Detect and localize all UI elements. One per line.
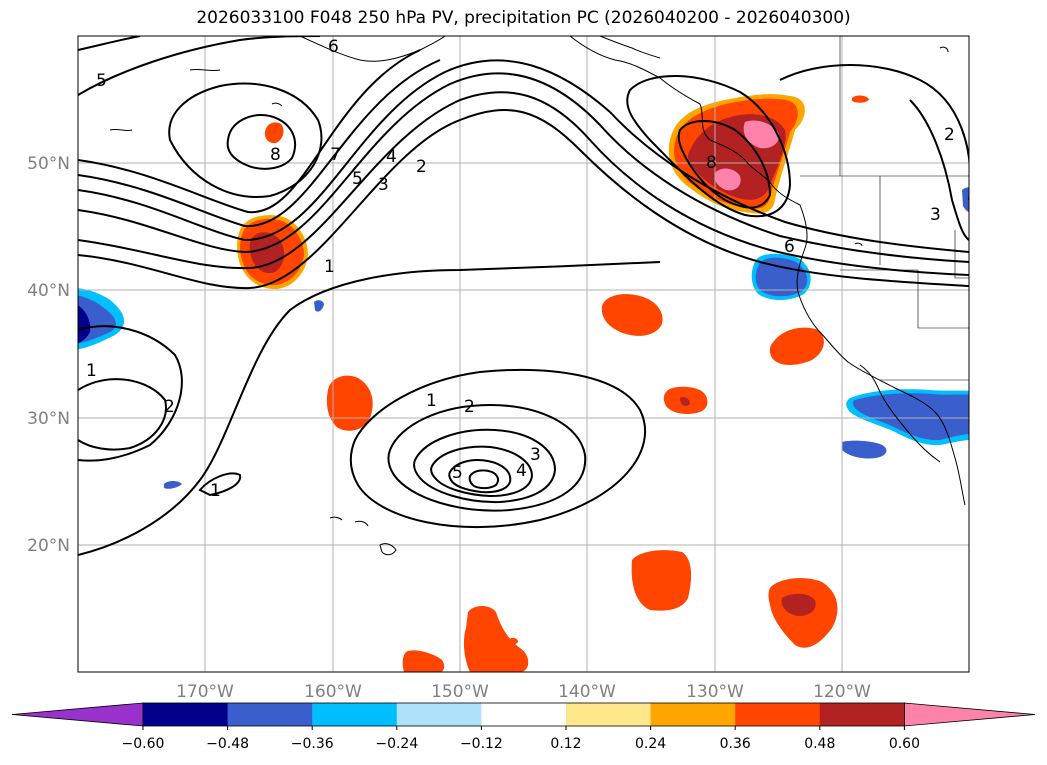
- contour-label: 2: [944, 125, 955, 145]
- contour-label: 1: [86, 361, 97, 381]
- contour-label: 4: [386, 147, 397, 167]
- contour-labels: 6 5 8 7 5 4 3 2 1 8 6 2 3 1 1 2 1 2 3 4 …: [86, 37, 955, 501]
- contour-label: 5: [96, 71, 107, 91]
- colorbar-tick-label: −0.36: [291, 736, 334, 752]
- coastlines: [109, 36, 966, 556]
- contour-label: 1: [426, 391, 437, 411]
- colorbar-tick-label: −0.24: [375, 736, 418, 752]
- contour-label: 1: [210, 481, 221, 501]
- colorbar-tick-label: 0.36: [720, 736, 751, 752]
- longitude-labels: 170°W 160°W 150°W 140°W 130°W 120°W: [176, 682, 871, 702]
- precip-blob-baja: [769, 327, 824, 365]
- lat-label-30n: 30°N: [27, 409, 70, 429]
- colorbar-swatch: [481, 703, 567, 726]
- colorbar-tick-label: −0.12: [460, 736, 503, 752]
- contour-label: 1: [324, 257, 335, 277]
- contour-label: 2: [464, 397, 475, 417]
- lon-label-170w: 170°W: [176, 682, 234, 702]
- colorbar: −0.60 −0.48 −0.36 −0.24 −0.12 0.12 0.24 0.36 0.4…: [11, 702, 1036, 752]
- lon-label-150w: 150°W: [431, 682, 489, 702]
- precip-blob-160w: [326, 375, 373, 431]
- colorbar-swatch: [143, 703, 229, 726]
- political-borders: [800, 36, 969, 381]
- colorbar-swatch: [312, 703, 398, 726]
- contour-label: 8: [270, 145, 281, 165]
- colorbar-swatch: [819, 703, 905, 726]
- map-frame: [77, 35, 970, 673]
- contour-label: 3: [930, 205, 941, 225]
- lat-label-50n: 50°N: [27, 154, 70, 174]
- contour-label: 4: [516, 461, 527, 481]
- colorbar-tick-label: −0.60: [122, 736, 165, 752]
- lat-label-20n: 20°N: [27, 536, 70, 556]
- contour-label: 5: [452, 463, 463, 483]
- contour-label: 2: [416, 157, 427, 177]
- lon-label-120w: 120°W: [813, 682, 871, 702]
- colorbar-swatch: [396, 703, 482, 726]
- colorbar-arrow-left: [11, 702, 144, 727]
- pv-contours: [78, 36, 969, 556]
- colorbar-tick-label: −0.48: [206, 736, 249, 752]
- contour-label: 2: [164, 397, 175, 417]
- contour-label: 3: [378, 175, 389, 195]
- colorbar-swatch: [735, 703, 821, 726]
- contour-label: 8: [706, 153, 717, 173]
- colorbar-tick-label: 0.12: [550, 736, 581, 752]
- contour-label: 7: [330, 145, 341, 165]
- colorbar-frame: [142, 702, 905, 727]
- colorbar-tick-label: 0.60: [889, 736, 920, 752]
- lon-label-160w: 160°W: [304, 682, 362, 702]
- colorbar-swatch: [566, 703, 652, 726]
- colorbar-swatch: [227, 703, 313, 726]
- colorbar-tick-label: 0.48: [804, 736, 835, 752]
- latitude-labels: 50°N 40°N 30°N 20°N: [27, 154, 70, 556]
- colorbar-swatch: [650, 703, 736, 726]
- precip-anomalies: [78, 94, 969, 672]
- contour-label: 5: [352, 169, 363, 189]
- precip-blob-139w: [601, 294, 663, 336]
- lat-label-40n: 40°N: [27, 281, 70, 301]
- map-title: 2026033100 F048 250 hPa PV, precipitatio…: [196, 8, 851, 28]
- contour-label: 6: [328, 37, 339, 57]
- colorbar-arrow-right: [904, 702, 1036, 727]
- colorbar-tick-label: 0.24: [635, 736, 666, 752]
- contour-label: 3: [530, 445, 541, 465]
- precip-blob-aleutian: [264, 122, 284, 144]
- map-area: 6 5 8 7 5 4 3 2 1 8 6 2 3 1 1 2 1 2 3 4 …: [78, 36, 969, 672]
- contour-label: 6: [784, 237, 795, 257]
- lon-label-130w: 130°W: [686, 682, 744, 702]
- lon-label-140w: 140°W: [558, 682, 616, 702]
